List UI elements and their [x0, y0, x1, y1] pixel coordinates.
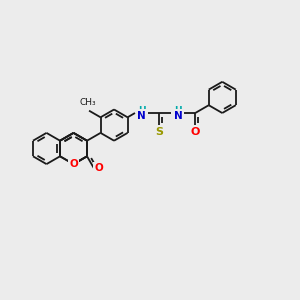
Text: H: H — [174, 106, 182, 115]
Text: CH₃: CH₃ — [79, 98, 96, 107]
Text: O: O — [190, 127, 200, 137]
Text: N: N — [137, 111, 146, 121]
Text: H: H — [138, 106, 146, 115]
Text: N: N — [174, 111, 182, 121]
Text: O: O — [69, 159, 78, 169]
Text: S: S — [155, 127, 163, 137]
Text: O: O — [94, 164, 103, 173]
